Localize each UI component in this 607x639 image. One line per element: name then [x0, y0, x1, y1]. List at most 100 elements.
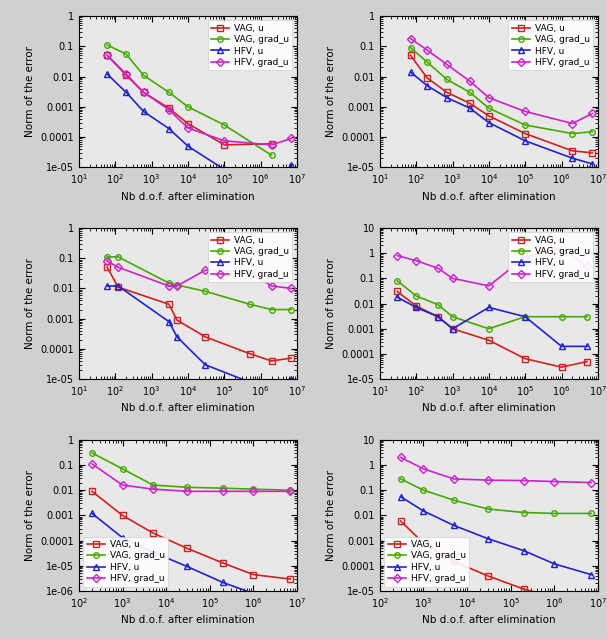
- Line: VAG, grad_u: VAG, grad_u: [395, 278, 590, 332]
- Line: VAG, u: VAG, u: [104, 52, 274, 148]
- HFV, grad_u: [119, 481, 126, 489]
- VAG, grad_u: [246, 300, 253, 308]
- HFV, u: [407, 68, 414, 76]
- VAG, u: [174, 316, 181, 324]
- HFV, u: [165, 318, 172, 325]
- HFV, u: [115, 282, 122, 290]
- HFV, grad_u: [450, 475, 458, 482]
- HFV, grad_u: [287, 488, 294, 495]
- VAG, grad_u: [393, 277, 401, 284]
- VAG, u: [268, 140, 275, 148]
- HFV, u: [485, 304, 492, 311]
- VAG, grad_u: [165, 279, 172, 287]
- Line: VAG, u: VAG, u: [89, 489, 293, 582]
- HFV, u: [219, 578, 226, 586]
- Line: VAG, grad_u: VAG, grad_u: [89, 450, 293, 493]
- VAG, u: [288, 354, 295, 362]
- VAG, grad_u: [521, 121, 529, 129]
- HFV, u: [249, 590, 257, 597]
- VAG, grad_u: [484, 505, 492, 513]
- VAG, u: [485, 336, 492, 344]
- VAG, u: [165, 104, 172, 112]
- VAG, grad_u: [174, 281, 181, 289]
- HFV, grad_u: [149, 485, 157, 493]
- Y-axis label: Norm of the error: Norm of the error: [326, 258, 336, 349]
- HFV, u: [569, 155, 576, 162]
- VAG, u: [220, 141, 228, 149]
- VAG, u: [569, 147, 576, 155]
- HFV, grad_u: [521, 107, 529, 115]
- HFV, grad_u: [466, 77, 473, 85]
- VAG, u: [520, 585, 527, 593]
- VAG, grad_u: [420, 486, 427, 494]
- VAG, grad_u: [119, 465, 126, 473]
- HFV, grad_u: [435, 265, 442, 272]
- HFV, grad_u: [551, 478, 558, 486]
- HFV, u: [558, 343, 565, 350]
- VAG, grad_u: [115, 253, 122, 261]
- HFV, u: [443, 94, 450, 102]
- HFV, u: [521, 313, 529, 321]
- VAG, u: [246, 350, 253, 357]
- VAG, u: [449, 325, 456, 332]
- VAG, u: [521, 130, 529, 137]
- HFV, u: [149, 548, 157, 556]
- HFV, grad_u: [449, 275, 456, 282]
- X-axis label: Nb d.o.f. after elimination: Nb d.o.f. after elimination: [121, 192, 255, 201]
- HFV, u: [104, 70, 111, 78]
- Line: HFV, grad_u: HFV, grad_u: [408, 36, 595, 127]
- VAG, u: [119, 512, 126, 520]
- HFV, u: [484, 535, 492, 543]
- VAG, u: [413, 302, 420, 310]
- VAG, grad_u: [220, 121, 228, 129]
- VAG, grad_u: [397, 475, 404, 482]
- VAG, u: [420, 539, 427, 547]
- VAG, u: [202, 333, 209, 341]
- X-axis label: Nb d.o.f. after elimination: Nb d.o.f. after elimination: [121, 615, 255, 626]
- HFV, u: [435, 313, 442, 321]
- VAG, u: [165, 300, 172, 308]
- VAG, grad_u: [288, 305, 295, 313]
- VAG, u: [435, 313, 442, 321]
- Legend: VAG, u, VAG, grad_u, HFV, u, HFV, grad_u: VAG, u, VAG, grad_u, HFV, u, HFV, grad_u: [509, 233, 594, 282]
- HFV, u: [174, 333, 181, 341]
- HFV, grad_u: [268, 141, 275, 149]
- Line: HFV, u: HFV, u: [398, 494, 594, 578]
- VAG, grad_u: [185, 103, 192, 111]
- Line: VAG, u: VAG, u: [408, 52, 595, 156]
- HFV, u: [450, 521, 458, 529]
- Line: VAG, grad_u: VAG, grad_u: [408, 45, 595, 136]
- VAG, grad_u: [521, 313, 529, 321]
- VAG, grad_u: [287, 486, 294, 494]
- VAG, grad_u: [583, 313, 591, 321]
- VAG, grad_u: [450, 497, 458, 504]
- VAG, grad_u: [551, 509, 558, 517]
- HFV, grad_u: [485, 282, 492, 289]
- VAG, grad_u: [558, 313, 565, 321]
- HFV, grad_u: [484, 476, 492, 484]
- HFV, grad_u: [407, 35, 414, 42]
- HFV, u: [449, 325, 456, 332]
- VAG, grad_u: [104, 253, 111, 261]
- HFV, grad_u: [123, 70, 130, 78]
- VAG, grad_u: [435, 301, 442, 309]
- HFV, u: [520, 547, 527, 555]
- X-axis label: Nb d.o.f. after elimination: Nb d.o.f. after elimination: [422, 403, 555, 413]
- Line: VAG, grad_u: VAG, grad_u: [104, 42, 274, 158]
- HFV, u: [119, 534, 126, 542]
- HFV, u: [185, 142, 192, 150]
- HFV, grad_u: [165, 282, 172, 290]
- VAG, grad_u: [219, 484, 226, 492]
- VAG, grad_u: [520, 509, 527, 516]
- HFV, grad_u: [521, 253, 529, 261]
- HFV, u: [583, 343, 591, 350]
- Y-axis label: Norm of the error: Norm of the error: [326, 470, 336, 561]
- VAG, u: [450, 558, 458, 566]
- HFV, u: [202, 361, 209, 369]
- HFV, grad_u: [140, 89, 147, 96]
- VAG, grad_u: [449, 313, 456, 321]
- HFV, u: [123, 89, 130, 96]
- HFV, grad_u: [589, 110, 596, 118]
- VAG, u: [551, 594, 558, 601]
- HFV, grad_u: [558, 245, 565, 252]
